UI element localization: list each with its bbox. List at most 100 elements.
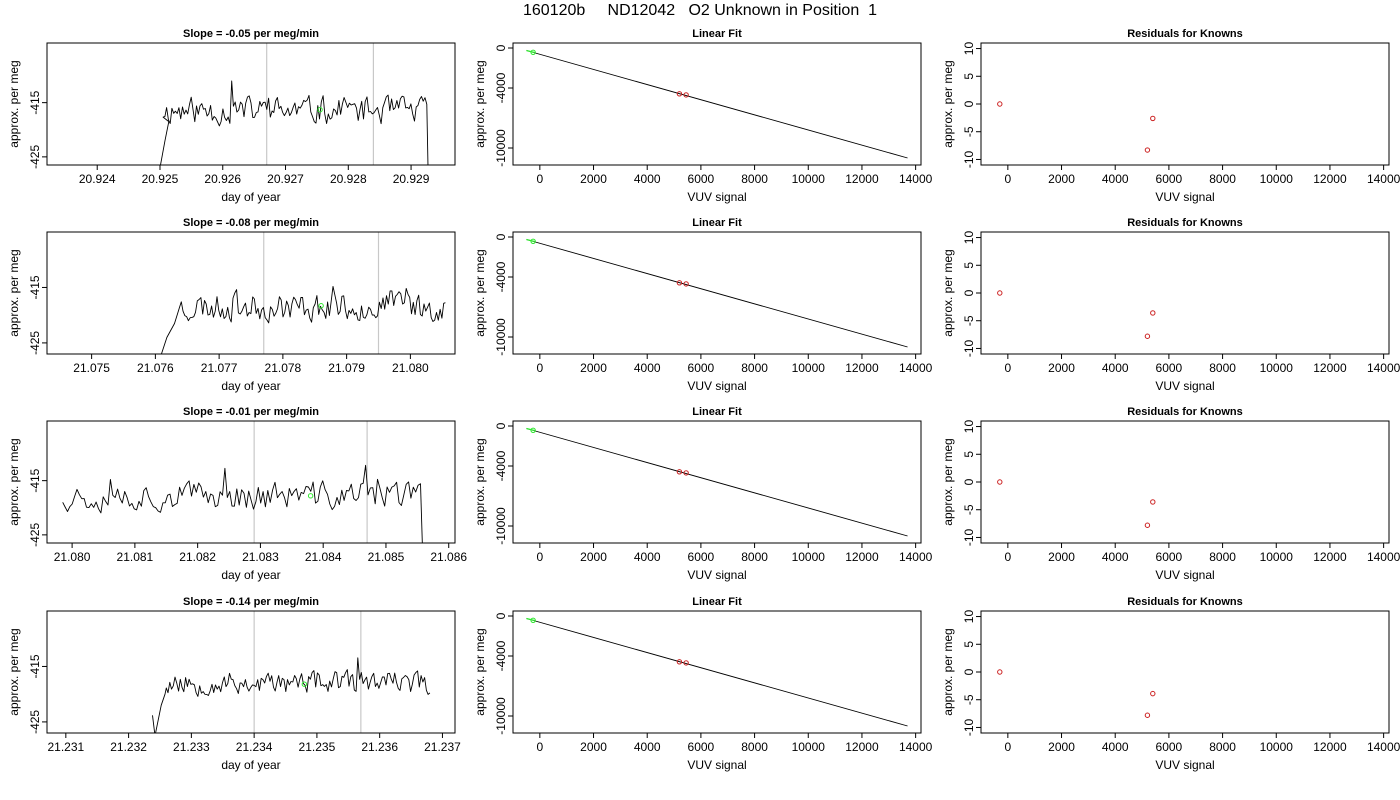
x-axis-label: VUV signal xyxy=(1155,568,1214,582)
x-tick-label: 8000 xyxy=(1209,172,1236,186)
x-tick-label: 21.084 xyxy=(305,550,342,564)
panel-title: Residuals for Knowns xyxy=(1127,28,1243,40)
x-tick-label: 8000 xyxy=(1209,361,1236,375)
plot-frame xyxy=(980,231,1390,355)
y-tick-label: -415 xyxy=(28,90,42,114)
x-axis-label: VUV signal xyxy=(1155,758,1214,772)
panel-title: Linear Fit xyxy=(692,28,742,40)
y-tick-label: -4000 xyxy=(494,450,508,481)
plot-area xyxy=(526,49,908,159)
x-tick-label: 20.926 xyxy=(204,172,241,186)
x-tick-label: 12000 xyxy=(1313,172,1347,186)
known-point xyxy=(1150,310,1156,316)
x-tick-label: 20.925 xyxy=(142,172,179,186)
x-tick-label: 21.235 xyxy=(299,740,336,754)
x-tick-label: 6000 xyxy=(688,550,715,564)
known-point xyxy=(683,660,689,666)
panel-r1-c1: Linear Fit 0 2000 4000 6000 8000 10000 12000 140… xyxy=(473,217,933,393)
x-tick-label: 0 xyxy=(1004,172,1011,186)
x-tick-label: 20.924 xyxy=(79,172,116,186)
x-tick-label: 10000 xyxy=(1260,361,1294,375)
x-tick-label: 21.076 xyxy=(137,361,174,375)
y-tick-label: -425 xyxy=(28,710,42,734)
x-tick-label: 6000 xyxy=(688,172,715,186)
x-tick-label: 2000 xyxy=(1048,172,1075,186)
x-tick-label: 20.927 xyxy=(267,172,304,186)
x-tick-label: 6000 xyxy=(1156,361,1183,375)
x-tick-label: 2000 xyxy=(1048,740,1075,754)
known-point xyxy=(1150,499,1156,505)
x-tick-label: 12000 xyxy=(1313,361,1347,375)
y-axis-label: approx. per meg xyxy=(941,438,955,525)
x-tick-label: 10000 xyxy=(1260,550,1294,564)
known-point xyxy=(997,290,1003,296)
known-point xyxy=(1150,115,1156,122)
y-tick-label: 5 xyxy=(962,262,976,269)
panel-r1-c0: Slope = -0.08 per meg/min 21.075 21.076 21.… xyxy=(7,217,456,393)
x-tick-label: 8000 xyxy=(741,172,768,186)
y-axis-label: approx. per meg xyxy=(7,249,21,336)
y-tick-label: -425 xyxy=(28,145,42,169)
y-tick-label: -10000 xyxy=(494,129,508,167)
x-tick-label: 4000 xyxy=(1102,550,1129,564)
x-tick-label: 14000 xyxy=(1367,550,1400,564)
x-tick-label: 12000 xyxy=(845,172,879,186)
y-tick-label: 5 xyxy=(962,451,976,458)
x-axis-label: VUV signal xyxy=(687,190,746,204)
x-tick-label: 21.237 xyxy=(424,740,461,754)
y-axis-label: approx. per meg xyxy=(7,628,21,715)
plot-area xyxy=(997,479,1156,528)
plot-area xyxy=(526,617,908,727)
x-tick-label: 21.234 xyxy=(236,740,273,754)
y-tick-label: 0 xyxy=(494,44,508,51)
series-line xyxy=(62,464,423,543)
x-tick-label: 0 xyxy=(536,740,543,754)
x-tick-label: 20.929 xyxy=(393,172,430,186)
y-tick-label: -10 xyxy=(962,150,976,168)
x-tick-label: 21.085 xyxy=(368,550,405,564)
y-tick-label: -10000 xyxy=(494,507,508,545)
y-tick-label: 0 xyxy=(962,478,976,485)
plot-area xyxy=(997,101,1156,153)
x-tick-label: 21.081 xyxy=(117,550,154,564)
y-tick-label: 10 xyxy=(962,42,976,56)
y-tick-label: -10000 xyxy=(494,697,508,735)
y-axis-label: approx. per meg xyxy=(941,60,955,147)
x-tick-label: 21.080 xyxy=(392,361,429,375)
y-tick-label: 0 xyxy=(962,668,976,675)
unknown-point xyxy=(530,427,536,433)
series-line xyxy=(160,80,429,165)
plot-area xyxy=(526,238,908,348)
plot-frame xyxy=(46,420,456,544)
x-tick-label: 8000 xyxy=(1209,550,1236,564)
x-tick-label: 21.078 xyxy=(265,361,302,375)
plot-area xyxy=(152,611,431,733)
known-point xyxy=(676,280,683,286)
panel-r2-c0: Slope = -0.01 per meg/min 21.080 21.081 21.… xyxy=(7,406,467,582)
x-tick-label: 6000 xyxy=(1156,740,1183,754)
x-tick-label: 14000 xyxy=(899,172,933,186)
fit-line xyxy=(526,618,908,727)
plot-frame xyxy=(980,420,1390,544)
known-point xyxy=(1150,690,1156,697)
y-tick-label: -4000 xyxy=(494,72,508,103)
x-tick-label: 4000 xyxy=(1102,172,1129,186)
series-line xyxy=(160,285,446,354)
y-tick-label: -5 xyxy=(962,504,976,515)
x-axis-label: day of year xyxy=(221,758,280,772)
y-tick-label: 0 xyxy=(494,422,508,429)
x-tick-label: 21.082 xyxy=(179,550,216,564)
y-tick-label: 5 xyxy=(962,641,976,648)
x-tick-label: 6000 xyxy=(1156,172,1183,186)
unknown-point xyxy=(530,49,536,55)
y-axis-label: approx. per meg xyxy=(473,249,487,336)
x-tick-label: 8000 xyxy=(741,361,768,375)
known-point xyxy=(997,101,1003,107)
y-axis-label: approx. per meg xyxy=(473,628,487,715)
y-tick-label: -425 xyxy=(28,331,42,355)
y-tick-label: 0 xyxy=(962,100,976,107)
unknown-point xyxy=(317,106,323,113)
x-axis-label: VUV signal xyxy=(687,568,746,582)
